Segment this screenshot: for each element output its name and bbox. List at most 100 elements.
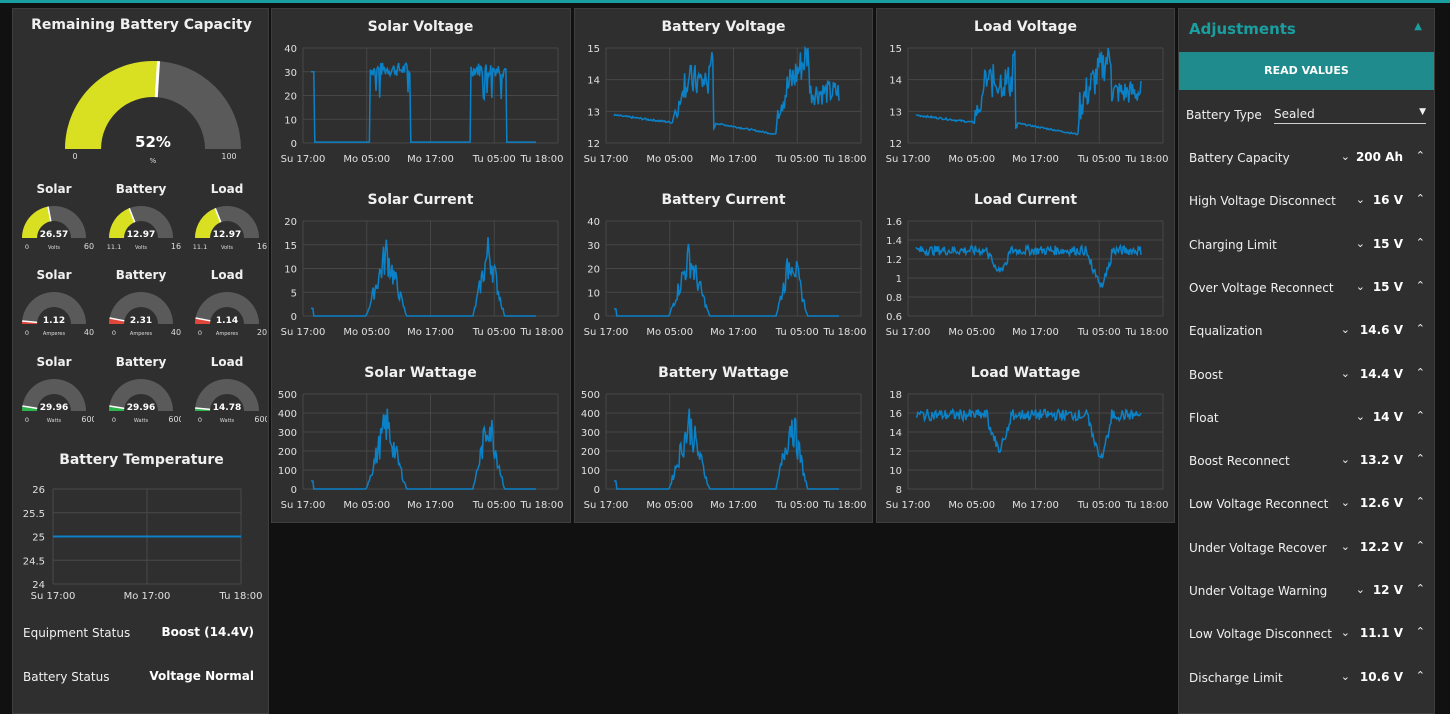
series-line	[613, 45, 840, 135]
decrease-chevron-icon[interactable]: ⌄	[1355, 236, 1365, 250]
x-tick: Su 17:00	[886, 500, 931, 511]
mini-gauge-value-text: 2.31	[130, 316, 152, 326]
mini-gauge: 1.14 0 Amperes 20	[195, 292, 267, 337]
mini-gauge-unit: Watts	[47, 418, 62, 424]
mini-gauge-value-text: 1.14	[216, 316, 238, 326]
line-chart: Solar Current 0 5 10 15 20 Su 17:00 Mo 05:00 Mo …	[271, 181, 570, 354]
mini-gauge-value	[109, 208, 135, 238]
increase-chevron-icon[interactable]: ⌃	[1415, 149, 1425, 162]
decrease-chevron-icon[interactable]: ⌄	[1355, 193, 1365, 207]
series-line	[311, 237, 536, 317]
line-chart: Solar Wattage 0 100 200 300 400 500 Su 17:00 Mo …	[271, 354, 570, 527]
decrease-chevron-icon[interactable]: ⌄	[1340, 626, 1350, 640]
increase-chevron-icon[interactable]: ⌃	[1415, 192, 1425, 206]
line-chart: Battery Current 0 10 20 30 40 Su 17:00 Mo 05:00…	[574, 181, 873, 354]
series-line	[311, 61, 536, 143]
decrease-chevron-icon[interactable]: ⌄	[1340, 453, 1350, 467]
x-tick: Tu 05:00	[775, 500, 819, 511]
adjustment-row: Over Voltage Reconnect 15 V ⌄ ⌃	[1179, 274, 1433, 304]
x-tick: Tu 18:00	[1125, 500, 1169, 511]
x-tick: Su 17:00	[281, 154, 326, 165]
decrease-chevron-icon[interactable]: ⌄	[1340, 150, 1350, 163]
x-tick: Su 17:00	[886, 327, 931, 338]
chart-title: Load Wattage	[970, 365, 1081, 381]
y-tick: 0	[291, 485, 297, 496]
y-tick: 300	[581, 428, 600, 439]
increase-chevron-icon[interactable]: ⌃	[1415, 452, 1425, 466]
increase-chevron-icon[interactable]: ⌃	[1415, 322, 1425, 336]
adjustment-label: Low Voltage Disconnect	[1189, 627, 1332, 642]
y-tick: 10	[284, 265, 297, 276]
x-tick: Tu 05:00	[775, 154, 819, 165]
increase-chevron-icon[interactable]: ⌃	[1415, 668, 1425, 682]
x-tick: Tu 05:00	[1077, 154, 1121, 165]
line-chart: Load Wattage 8 10 12 14 16 18 Su 17:00 Mo 05:00 M…	[876, 354, 1175, 527]
adjustment-row: Charging Limit 15 V ⌄ ⌃	[1179, 231, 1433, 261]
adjustment-label: Charging Limit	[1189, 237, 1277, 252]
mini-gauge-background	[109, 292, 173, 324]
adjustment-row: Under Voltage Recover 12.2 V ⌄ ⌃	[1179, 534, 1433, 564]
dropdown-arrow-icon: ▼	[1419, 107, 1426, 117]
decrease-chevron-icon[interactable]: ⌄	[1355, 279, 1365, 293]
y-tick: 40	[587, 217, 600, 228]
increase-chevron-icon[interactable]: ⌃	[1415, 365, 1425, 379]
y-tick: 0	[594, 312, 600, 323]
y-tick: 13	[889, 107, 902, 118]
mini-gauge: 29.96 0 Watts 600	[22, 379, 94, 424]
battery-type-value: Sealed	[1274, 107, 1315, 121]
gauge-value-arc	[65, 60, 159, 149]
mini-gauge-title: Load	[210, 182, 244, 196]
decrease-chevron-icon[interactable]: ⌄	[1340, 669, 1350, 683]
capacity-gauge: 52% 0% 100	[65, 60, 241, 165]
adjustment-value: 14.6 V	[1359, 323, 1403, 338]
mini-gauge-background	[22, 379, 86, 411]
increase-chevron-icon[interactable]: ⌃	[1415, 408, 1425, 422]
x-tick: Mo 17:00	[407, 154, 454, 165]
increase-chevron-icon[interactable]: ⌃	[1415, 235, 1425, 249]
decrease-chevron-icon[interactable]: ⌄	[1340, 496, 1350, 510]
decrease-chevron-icon[interactable]: ⌄	[1355, 583, 1365, 596]
mini-gauge-title: Solar	[36, 355, 72, 369]
battery-type-select[interactable]: Sealed ▼	[1274, 105, 1426, 124]
chart-svg: 0 10 20 30 40 Su 17:00 Mo 05:00 Mo 17:00 Tu 05:0…	[281, 44, 564, 165]
battery-status-label: Battery Status	[23, 670, 110, 684]
mini-gauge-background	[195, 292, 259, 324]
decrease-chevron-icon[interactable]: ⌄	[1340, 366, 1350, 380]
line-chart: Load Current 0.6 0.8 1 1.2 1.4 1.6 Su 17:00 Mo 0…	[876, 181, 1175, 354]
adjustment-label: Boost Reconnect	[1189, 454, 1290, 469]
mini-gauge-needle	[22, 320, 38, 324]
y-tick: 400	[278, 409, 297, 420]
x-tick: Tu 05:00	[472, 154, 516, 165]
increase-chevron-icon[interactable]: ⌃	[1415, 538, 1425, 552]
mini-gauge-needle	[109, 405, 125, 410]
adjustment-row: High Voltage Disconnect 16 V ⌄ ⌃	[1179, 187, 1433, 217]
read-values-button[interactable]: READ VALUES	[1179, 52, 1434, 90]
mini-gauge: 1.12 0 Amperes 40	[22, 292, 94, 337]
x-tick: Mo 05:00	[646, 327, 693, 338]
adjustments-header[interactable]: Adjustments ▲	[1179, 9, 1434, 49]
decrease-chevron-icon[interactable]: ⌄	[1340, 539, 1350, 553]
mini-gauge-value-text: 14.78	[213, 403, 241, 413]
adjustment-value: 15 V	[1372, 236, 1403, 251]
y-tick: 20	[587, 265, 600, 276]
increase-chevron-icon[interactable]: ⌃	[1415, 278, 1425, 292]
decrease-chevron-icon[interactable]: ⌄	[1355, 409, 1365, 423]
mini-gauge-max: 40	[171, 328, 181, 337]
increase-chevron-icon[interactable]: ⌃	[1415, 625, 1425, 639]
mini-gauge-needle	[128, 207, 136, 223]
y-tick: 1.6	[886, 217, 902, 228]
chart-title: Solar Current	[367, 192, 474, 208]
adjustment-label: High Voltage Disconnect	[1189, 194, 1336, 209]
mini-gauge-needle	[47, 206, 52, 222]
x-tick: Tu 18:00	[520, 154, 564, 165]
y-tick: 0	[291, 312, 297, 323]
temp-y-tick: 26	[32, 485, 45, 496]
mini-gauge-needle	[195, 407, 211, 411]
y-tick: 100	[278, 466, 297, 477]
mini-gauge-value-text: 29.96	[127, 403, 155, 413]
decrease-chevron-icon[interactable]: ⌄	[1340, 323, 1350, 337]
increase-chevron-icon[interactable]: ⌃	[1415, 495, 1425, 509]
x-tick: Su 17:00	[281, 500, 326, 511]
y-tick: 20	[284, 217, 297, 228]
increase-chevron-icon[interactable]: ⌃	[1415, 582, 1425, 595]
